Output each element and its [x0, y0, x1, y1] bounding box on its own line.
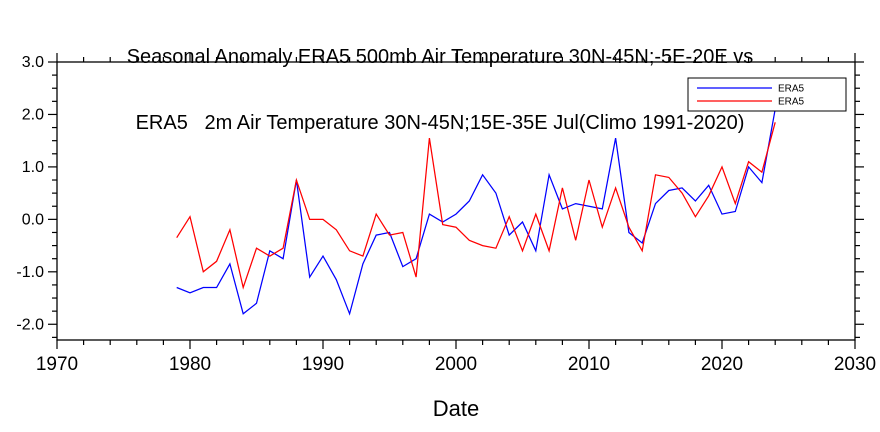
legend-label: ERA5 [778, 84, 805, 95]
x-axis-title: Date [433, 396, 479, 421]
x-tick-label: 2020 [701, 354, 743, 375]
x-tick-label: 1990 [302, 354, 344, 375]
x-tick-label: 1980 [169, 354, 211, 375]
x-tick-label: 2010 [568, 354, 610, 375]
x-tick-label: 1970 [36, 354, 78, 375]
legend-box [687, 77, 847, 112]
axis-labels: 1970 1980 1990 2000 2010 2020 2030 -2.0 -1.0 0.0 1… [16, 54, 876, 375]
x-tick-label: 2000 [435, 354, 477, 375]
y-tick-label: -1.0 [16, 264, 44, 281]
y-tick-label: 2.0 [22, 106, 44, 123]
legend: ERA5 ERA5 [687, 77, 847, 112]
y-tick-label: -2.0 [16, 316, 44, 333]
series-lines [176, 109, 776, 316]
x-tick-label: 2030 [834, 354, 876, 375]
y-tick-label: 0.0 [22, 211, 44, 228]
chart-title-line2: ERA5 2m Air Temperature 30N-45N;15E-35E … [135, 112, 745, 134]
series-line-era5 [176, 122, 776, 290]
legend-label: ERA5 [778, 97, 805, 108]
series-line-era5 [176, 109, 776, 316]
axis-ticks [48, 53, 864, 349]
y-tick-label: 1.0 [22, 159, 44, 176]
y-tick-label: 3.0 [22, 54, 44, 71]
